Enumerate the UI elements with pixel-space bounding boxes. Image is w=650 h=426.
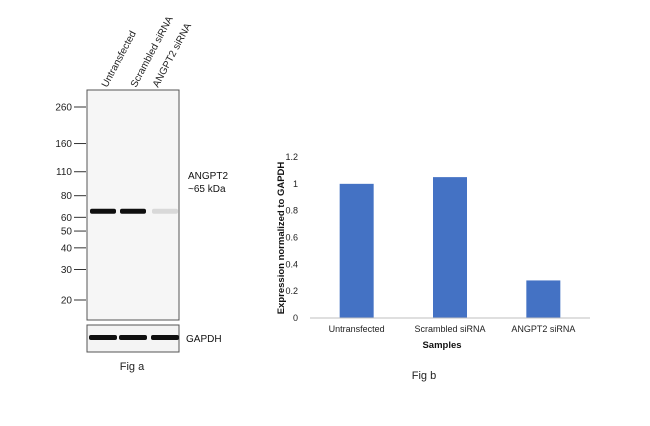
protein-band	[120, 208, 146, 214]
fig-b-caption: Fig b	[412, 370, 436, 382]
western-blot-panel: Untransfected Scrambled siRNA ANGPT2 siR…	[55, 14, 228, 373]
y-tick-label: 0.6	[285, 233, 298, 243]
band-label-name: ANGPT2	[188, 171, 228, 182]
loading-control-band	[119, 335, 147, 340]
y-tick-label: 1.2	[285, 152, 298, 162]
y-tick-label: 1	[293, 179, 298, 189]
fig-a-caption: Fig a	[120, 361, 145, 373]
protein-band	[152, 208, 178, 214]
bar-chart-panel: 0 0.2 0.4 0.6 0.8 1 1.2 Untransfected Scrambled…	[276, 152, 590, 382]
loading-control-band	[89, 335, 117, 340]
y-tick-label: 0	[293, 313, 298, 323]
bars	[339, 177, 561, 318]
loading-control-bands	[89, 335, 179, 340]
x-tick-label: Scrambled siRNA	[414, 324, 485, 334]
mw-marker-label: 80	[61, 191, 73, 202]
mw-marker-label: 60	[61, 213, 73, 224]
y-tick-label: 0.2	[285, 286, 298, 296]
mw-marker-label: 40	[61, 243, 73, 254]
loading-control-band	[151, 335, 179, 340]
y-tick-label: 0.8	[285, 206, 298, 216]
mw-marker-label: 160	[55, 139, 72, 150]
loading-control-label: GAPDH	[186, 334, 222, 345]
y-axis-title: Expression normalized to GAPDH	[276, 162, 287, 315]
mw-marker-label: 260	[55, 103, 72, 114]
mw-marker-label: 30	[61, 265, 73, 276]
mw-marker-label: 20	[61, 296, 73, 307]
y-axis: 0 0.2 0.4 0.6 0.8 1 1.2	[285, 152, 298, 323]
protein-bands	[90, 208, 178, 214]
x-tick-label: Untransfected	[329, 324, 385, 334]
blot-membrane	[86, 89, 180, 321]
protein-band	[90, 208, 116, 214]
bar	[339, 183, 374, 318]
x-axis-tick-labels: Untransfected Scrambled siRNA ANGPT2 siRNA	[329, 324, 576, 334]
band-label-size: ~65 kDa	[188, 184, 226, 195]
bar	[526, 280, 561, 318]
x-tick-label: ANGPT2 siRNA	[511, 324, 575, 334]
y-tick-label: 0.4	[285, 259, 298, 269]
molecular-weight-markers: 260 160 110 80 60 50 40 30 20	[55, 103, 86, 307]
mw-marker-label: 110	[56, 167, 72, 178]
mw-marker-label: 50	[61, 227, 73, 238]
x-axis-title: Samples	[422, 340, 461, 351]
bar	[433, 177, 467, 318]
